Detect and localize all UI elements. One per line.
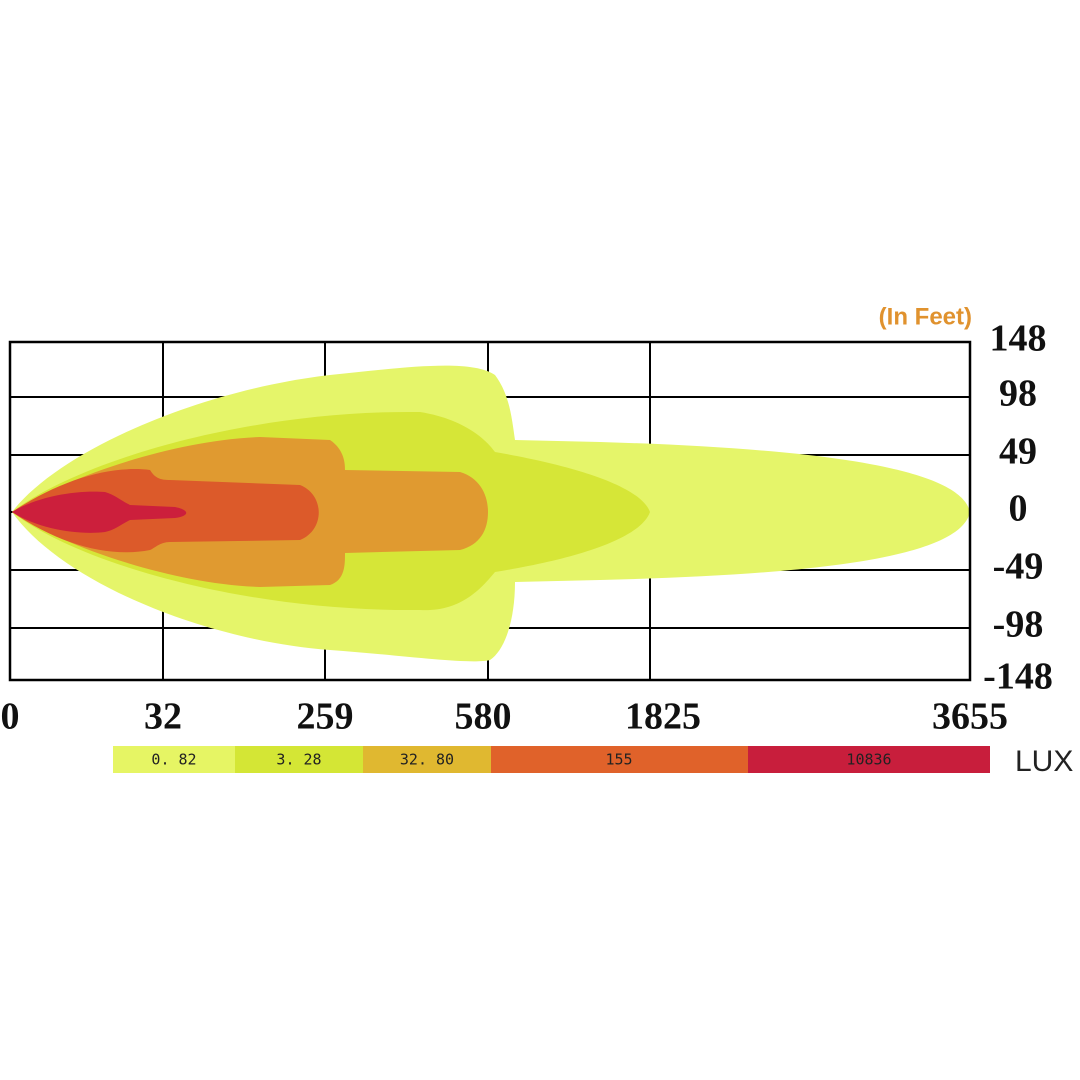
legend: LUX: [113, 745, 1073, 778]
y-tick-label: -148: [983, 656, 1053, 698]
legend-label: 10836: [846, 751, 891, 769]
legend-unit: LUX: [1015, 745, 1073, 778]
legend-label: 0. 82: [151, 751, 196, 769]
x-tick-label: 3655: [932, 696, 1008, 738]
x-tick-label: 580: [455, 696, 512, 738]
y-tick-label: 148: [990, 318, 1047, 360]
legend-label: 155: [605, 751, 632, 769]
unit-label: (In Feet): [879, 303, 972, 330]
legend-label: 32. 80: [400, 751, 454, 769]
legend-swatch: [491, 746, 748, 773]
legend-swatch: [113, 746, 235, 773]
x-tick-label: 32: [144, 696, 182, 738]
x-tick-label: 1825: [625, 696, 701, 738]
zone-10836: [12, 491, 187, 533]
legend-swatch: [235, 746, 363, 773]
y-tick-label: 98: [999, 373, 1037, 415]
beam-pattern: [12, 365, 970, 662]
y-tick-label: -98: [993, 604, 1044, 646]
y-tick-label: 0: [1009, 488, 1028, 530]
x-tick-label: 0: [1, 696, 20, 738]
legend-swatch: [363, 746, 491, 773]
x-tick-label: 259: [297, 696, 354, 738]
legend-label: 3. 28: [276, 751, 321, 769]
y-tick-label: 49: [999, 431, 1037, 473]
y-tick-label: -49: [993, 546, 1044, 588]
legend-swatch: [748, 746, 990, 773]
plot-border: [8, 340, 972, 682]
